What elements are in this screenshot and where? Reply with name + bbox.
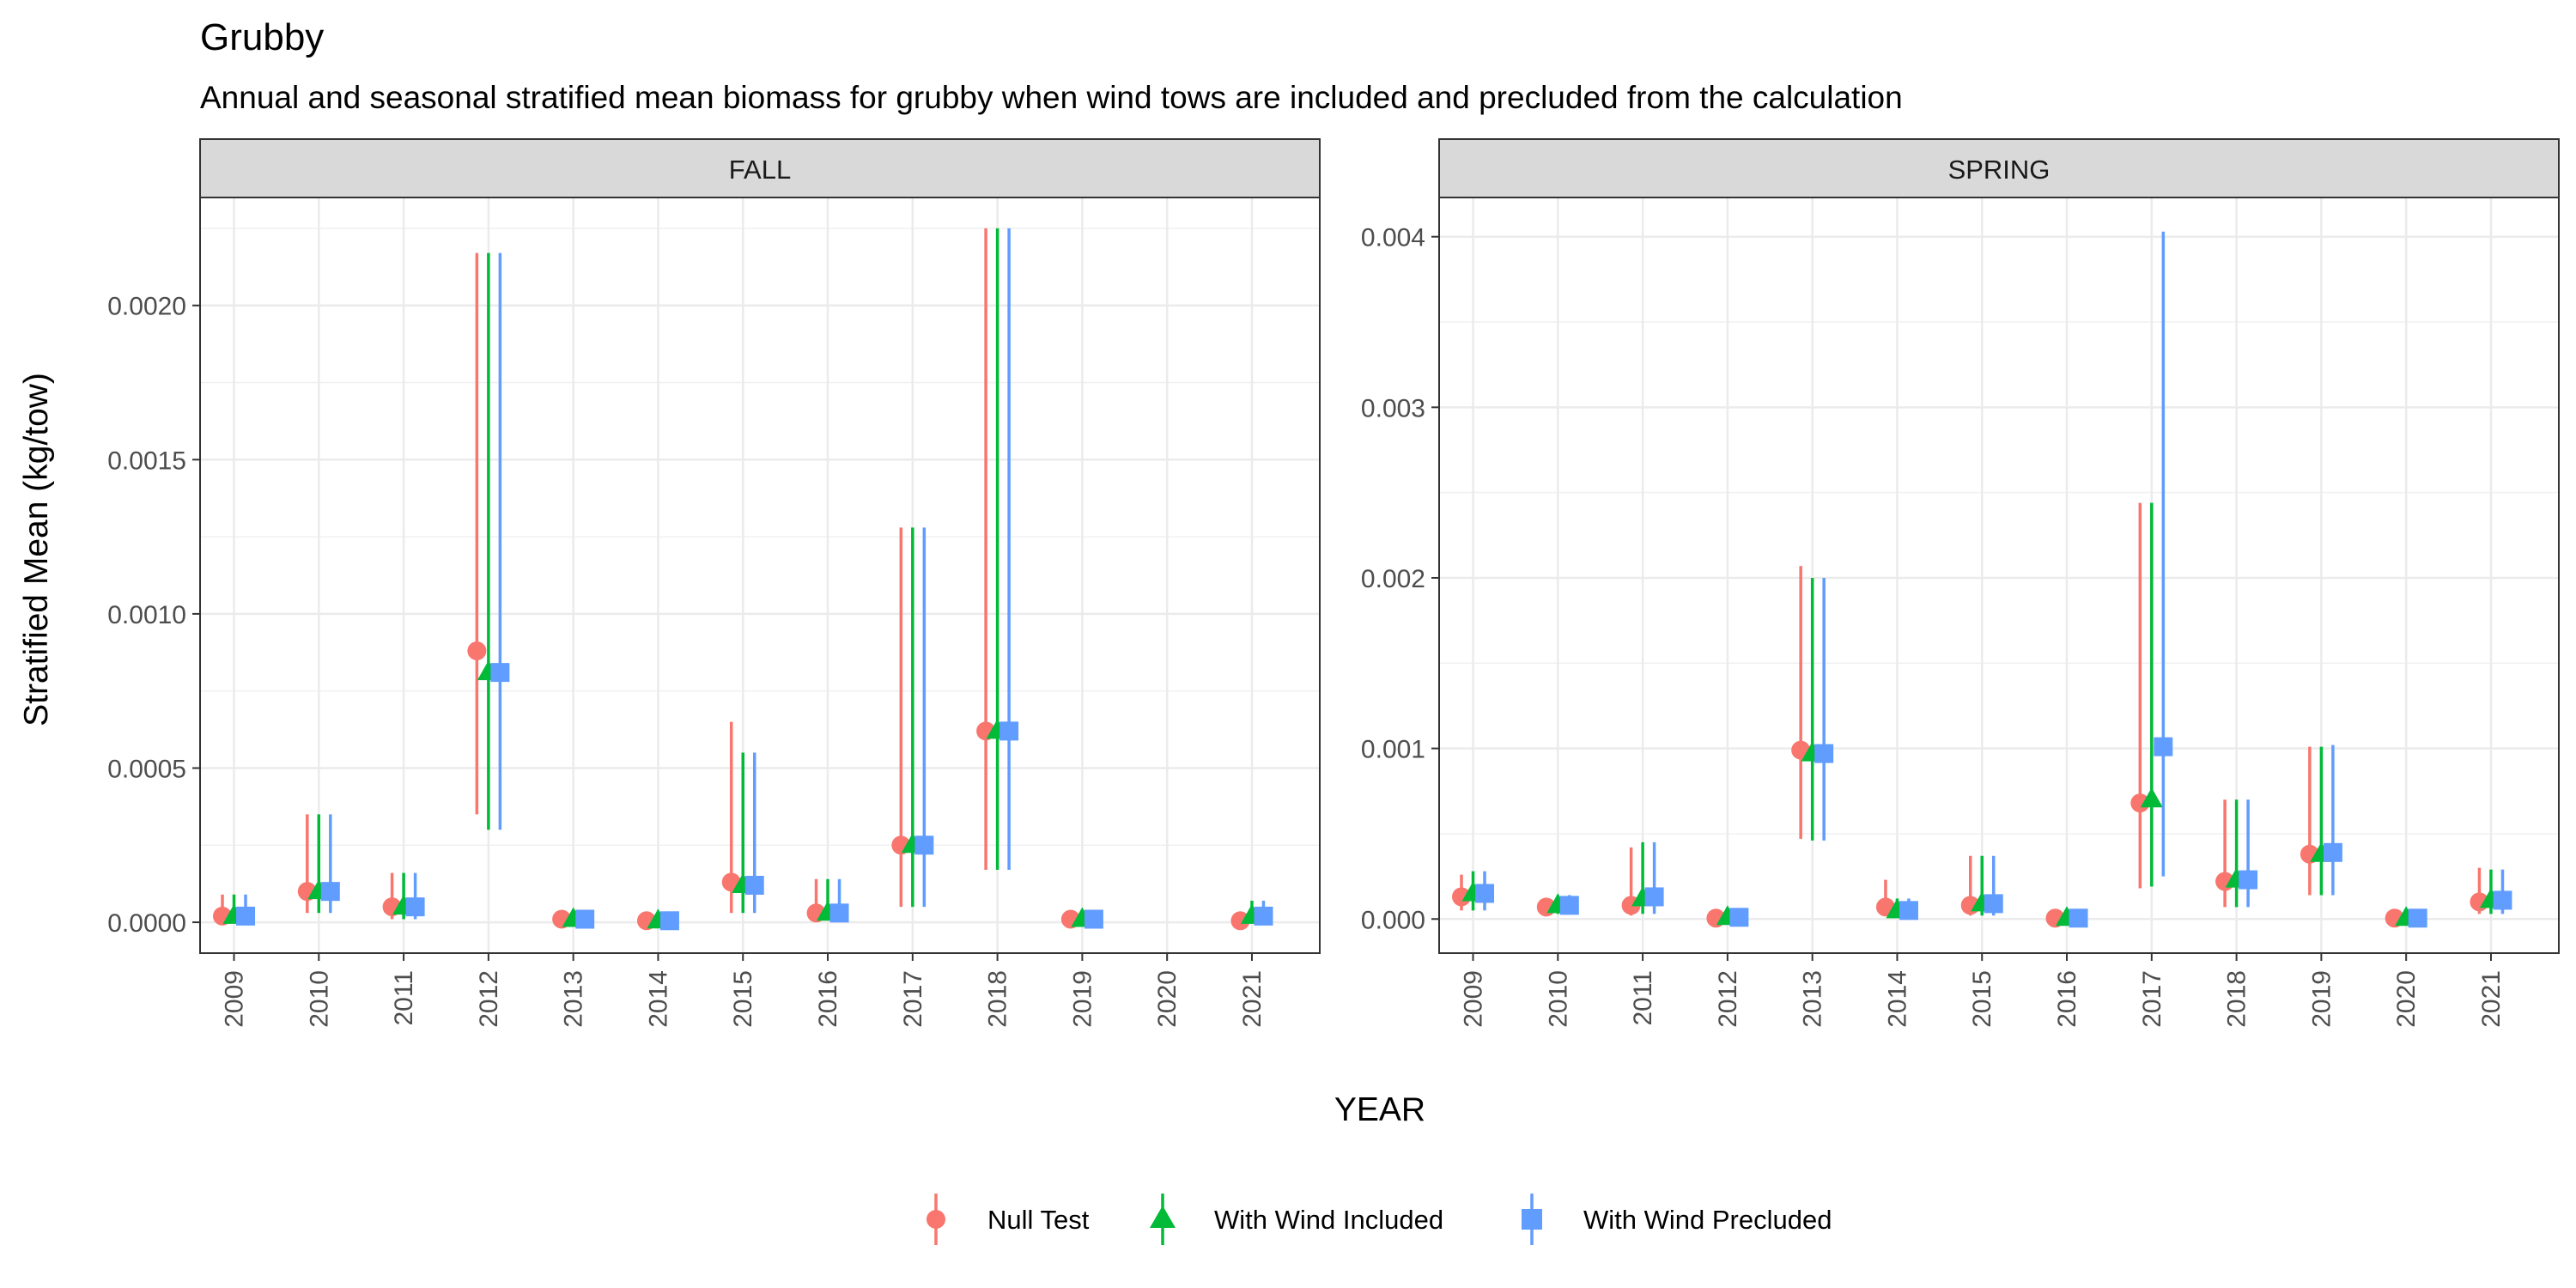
point-with-wind-precluded (914, 835, 934, 855)
x-tick-label: 2019 (2307, 970, 2336, 1028)
x-tick-label: 2016 (2053, 970, 2081, 1028)
point-with-wind-precluded (320, 882, 340, 902)
x-tick-label: 2009 (1460, 970, 1488, 1028)
x-tick-label: 2012 (1714, 970, 1742, 1028)
point-with-wind-precluded (829, 903, 849, 923)
point-with-wind-precluded (1814, 744, 1834, 763)
point-with-wind-precluded (1729, 908, 1749, 927)
x-tick-label: 2015 (729, 970, 757, 1028)
x-tick-label: 2018 (2223, 970, 2251, 1028)
x-tick-label: 2010 (1544, 970, 1572, 1028)
y-tick-label: 0.0020 (107, 293, 186, 321)
point-with-wind-precluded (744, 875, 764, 895)
x-axis-title: YEAR (1334, 1091, 1425, 1128)
x-tick-label: 2016 (814, 970, 842, 1028)
point-with-wind-precluded (1084, 909, 1103, 929)
point-with-wind-precluded (2408, 908, 2427, 928)
y-axis-title: Stratified Mean (kg/tow) (18, 373, 55, 726)
chart-title: Grubby (200, 16, 324, 58)
x-tick-label: 2011 (1629, 970, 1657, 1026)
x-tick-label: 2017 (899, 970, 927, 1028)
strip-label: FALL (729, 155, 791, 185)
point-null-test (1230, 911, 1250, 931)
strip-background (1438, 138, 2560, 198)
y-tick-label: 0.0010 (107, 601, 186, 629)
y-tick-label: 0.0000 (107, 909, 186, 938)
strip-background (199, 138, 1321, 198)
point-with-wind-precluded (2493, 890, 2512, 910)
y-tick-label: 0.001 (1361, 736, 1425, 764)
point-with-wind-precluded (490, 663, 510, 683)
x-tick-label: 2014 (644, 970, 672, 1028)
point-with-wind-precluded (999, 721, 1019, 741)
point-with-wind-precluded (1984, 894, 2003, 914)
legend: Null Test With Wind Included With Wind Pre… (927, 1194, 1832, 1245)
x-tick-label: 2018 (984, 970, 1012, 1028)
point-with-wind-precluded (1254, 906, 1273, 926)
plot-background (1439, 197, 2559, 953)
y-tick-label: 0.0005 (107, 755, 186, 783)
y-tick-label: 0.0015 (107, 447, 186, 475)
point-with-wind-precluded (659, 911, 679, 931)
point-with-wind-precluded (405, 897, 425, 917)
legend-label: With Wind Precluded (1583, 1205, 1832, 1235)
x-tick-label: 2011 (390, 970, 418, 1026)
point-with-wind-precluded (575, 909, 595, 929)
point-null-test (2130, 793, 2150, 813)
point-with-wind-precluded (236, 906, 256, 926)
x-tick-label: 2021 (1238, 970, 1267, 1028)
y-tick-label: 0.002 (1361, 565, 1425, 593)
point-with-wind-precluded (1644, 887, 1664, 907)
x-tick-label: 2017 (2138, 970, 2166, 1028)
point-with-wind-precluded (1475, 884, 1495, 903)
point-null-test (467, 641, 487, 660)
legend-label: With Wind Included (1214, 1205, 1443, 1235)
x-tick-label: 2019 (1068, 970, 1097, 1028)
panel-border (199, 197, 1321, 954)
legend-key-triangle-icon (1150, 1206, 1176, 1228)
x-tick-label: 2014 (1883, 970, 1911, 1028)
legend-key-square-icon (1522, 1209, 1542, 1230)
point-with-wind-included (2140, 787, 2163, 808)
x-tick-label: 2015 (1968, 970, 1996, 1028)
point-with-wind-precluded (2069, 908, 2088, 928)
panel-border (1438, 197, 2560, 954)
point-with-wind-precluded (1559, 896, 1579, 915)
point-null-test (1452, 887, 1472, 907)
x-tick-label: 2021 (2477, 970, 2506, 1028)
x-tick-label: 2013 (1799, 970, 1827, 1028)
panel-fall: FALL 0.0000 0.0005 0.0010 0.0015 0.0020 2009 20… (107, 138, 1321, 1028)
strip-label: SPRING (1948, 155, 2050, 185)
x-tick-label: 2020 (1153, 970, 1182, 1028)
point-with-wind-precluded (1899, 901, 1918, 920)
x-tick-label: 2010 (305, 970, 333, 1028)
point-with-wind-precluded (2154, 737, 2173, 756)
y-tick-label: 0.000 (1361, 906, 1425, 934)
legend-key-circle-icon (927, 1210, 945, 1229)
y-tick-label: 0.003 (1361, 394, 1425, 422)
plot-background (200, 197, 1320, 953)
x-tick-label: 2020 (2392, 970, 2421, 1028)
chart-subtitle: Annual and seasonal stratified mean biom… (200, 80, 1903, 115)
x-tick-label: 2013 (560, 970, 588, 1028)
x-tick-label: 2009 (221, 970, 249, 1028)
point-with-wind-precluded (2239, 870, 2258, 890)
y-tick-label: 0.004 (1361, 224, 1425, 252)
panel-spring: SPRING 0.000 0.001 0.002 0.003 0.004 2009 2010 2… (1361, 138, 2560, 1028)
legend-label: Null Test (987, 1205, 1090, 1235)
x-tick-label: 2012 (475, 970, 503, 1028)
point-with-wind-precluded (2323, 842, 2342, 862)
